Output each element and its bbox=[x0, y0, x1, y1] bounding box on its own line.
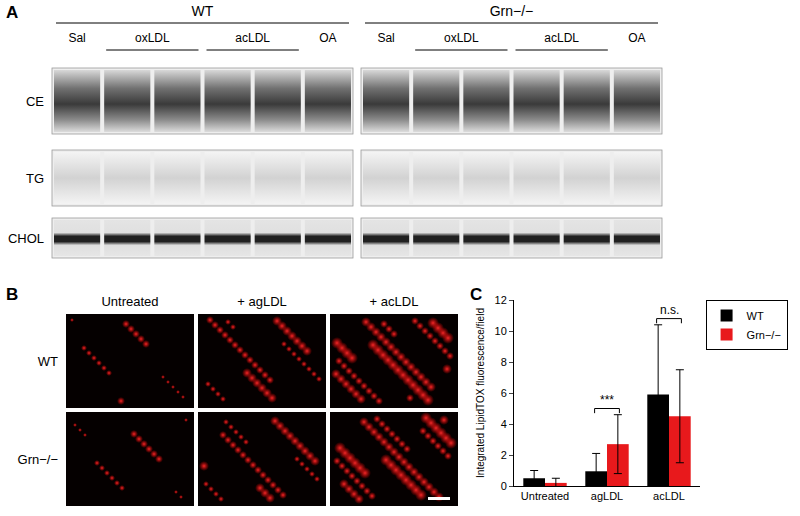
svg-text:Grn−/−: Grn−/− bbox=[18, 452, 58, 467]
svg-text:A: A bbox=[6, 3, 18, 22]
svg-text:Untreated: Untreated bbox=[521, 490, 569, 502]
svg-text:2: 2 bbox=[501, 449, 507, 461]
svg-text:n.s.: n.s. bbox=[660, 303, 679, 317]
svg-text:WT: WT bbox=[192, 3, 214, 19]
svg-text:10: 10 bbox=[495, 325, 507, 337]
svg-text:OA: OA bbox=[628, 31, 645, 45]
svg-text:oxLDL: oxLDL bbox=[135, 31, 170, 45]
svg-text:CE: CE bbox=[26, 94, 44, 109]
svg-text:Untreated: Untreated bbox=[101, 294, 158, 309]
svg-text:acLDL: acLDL bbox=[235, 31, 270, 45]
svg-text:12: 12 bbox=[495, 294, 507, 306]
svg-text:CHOL: CHOL bbox=[8, 231, 44, 246]
svg-text:0: 0 bbox=[501, 480, 507, 492]
svg-text:***: *** bbox=[600, 393, 614, 407]
svg-text:TG: TG bbox=[26, 171, 44, 186]
svg-text:Grn−/−: Grn−/− bbox=[747, 329, 781, 341]
svg-text:agLDL: agLDL bbox=[591, 490, 623, 502]
svg-text:acLDL: acLDL bbox=[653, 490, 685, 502]
svg-text:Sal: Sal bbox=[377, 31, 394, 45]
svg-text:+ acLDL: + acLDL bbox=[370, 294, 419, 309]
svg-text:4: 4 bbox=[501, 418, 507, 430]
svg-text:acLDL: acLDL bbox=[544, 31, 579, 45]
svg-text:OA: OA bbox=[319, 31, 336, 45]
svg-text:C: C bbox=[470, 285, 482, 304]
svg-text:6: 6 bbox=[501, 387, 507, 399]
svg-text:Sal: Sal bbox=[68, 31, 85, 45]
svg-text:WT: WT bbox=[38, 354, 58, 369]
svg-text:WT: WT bbox=[747, 310, 764, 322]
svg-text:Grn−/−: Grn−/− bbox=[490, 3, 534, 19]
svg-text:8: 8 bbox=[501, 356, 507, 368]
svg-text:Integrated LipidTOX fluorescen: Integrated LipidTOX fluorescence/field bbox=[475, 308, 486, 478]
svg-text:+ agLDL: + agLDL bbox=[237, 294, 287, 309]
svg-text:B: B bbox=[6, 285, 18, 304]
svg-text:oxLDL: oxLDL bbox=[444, 31, 479, 45]
